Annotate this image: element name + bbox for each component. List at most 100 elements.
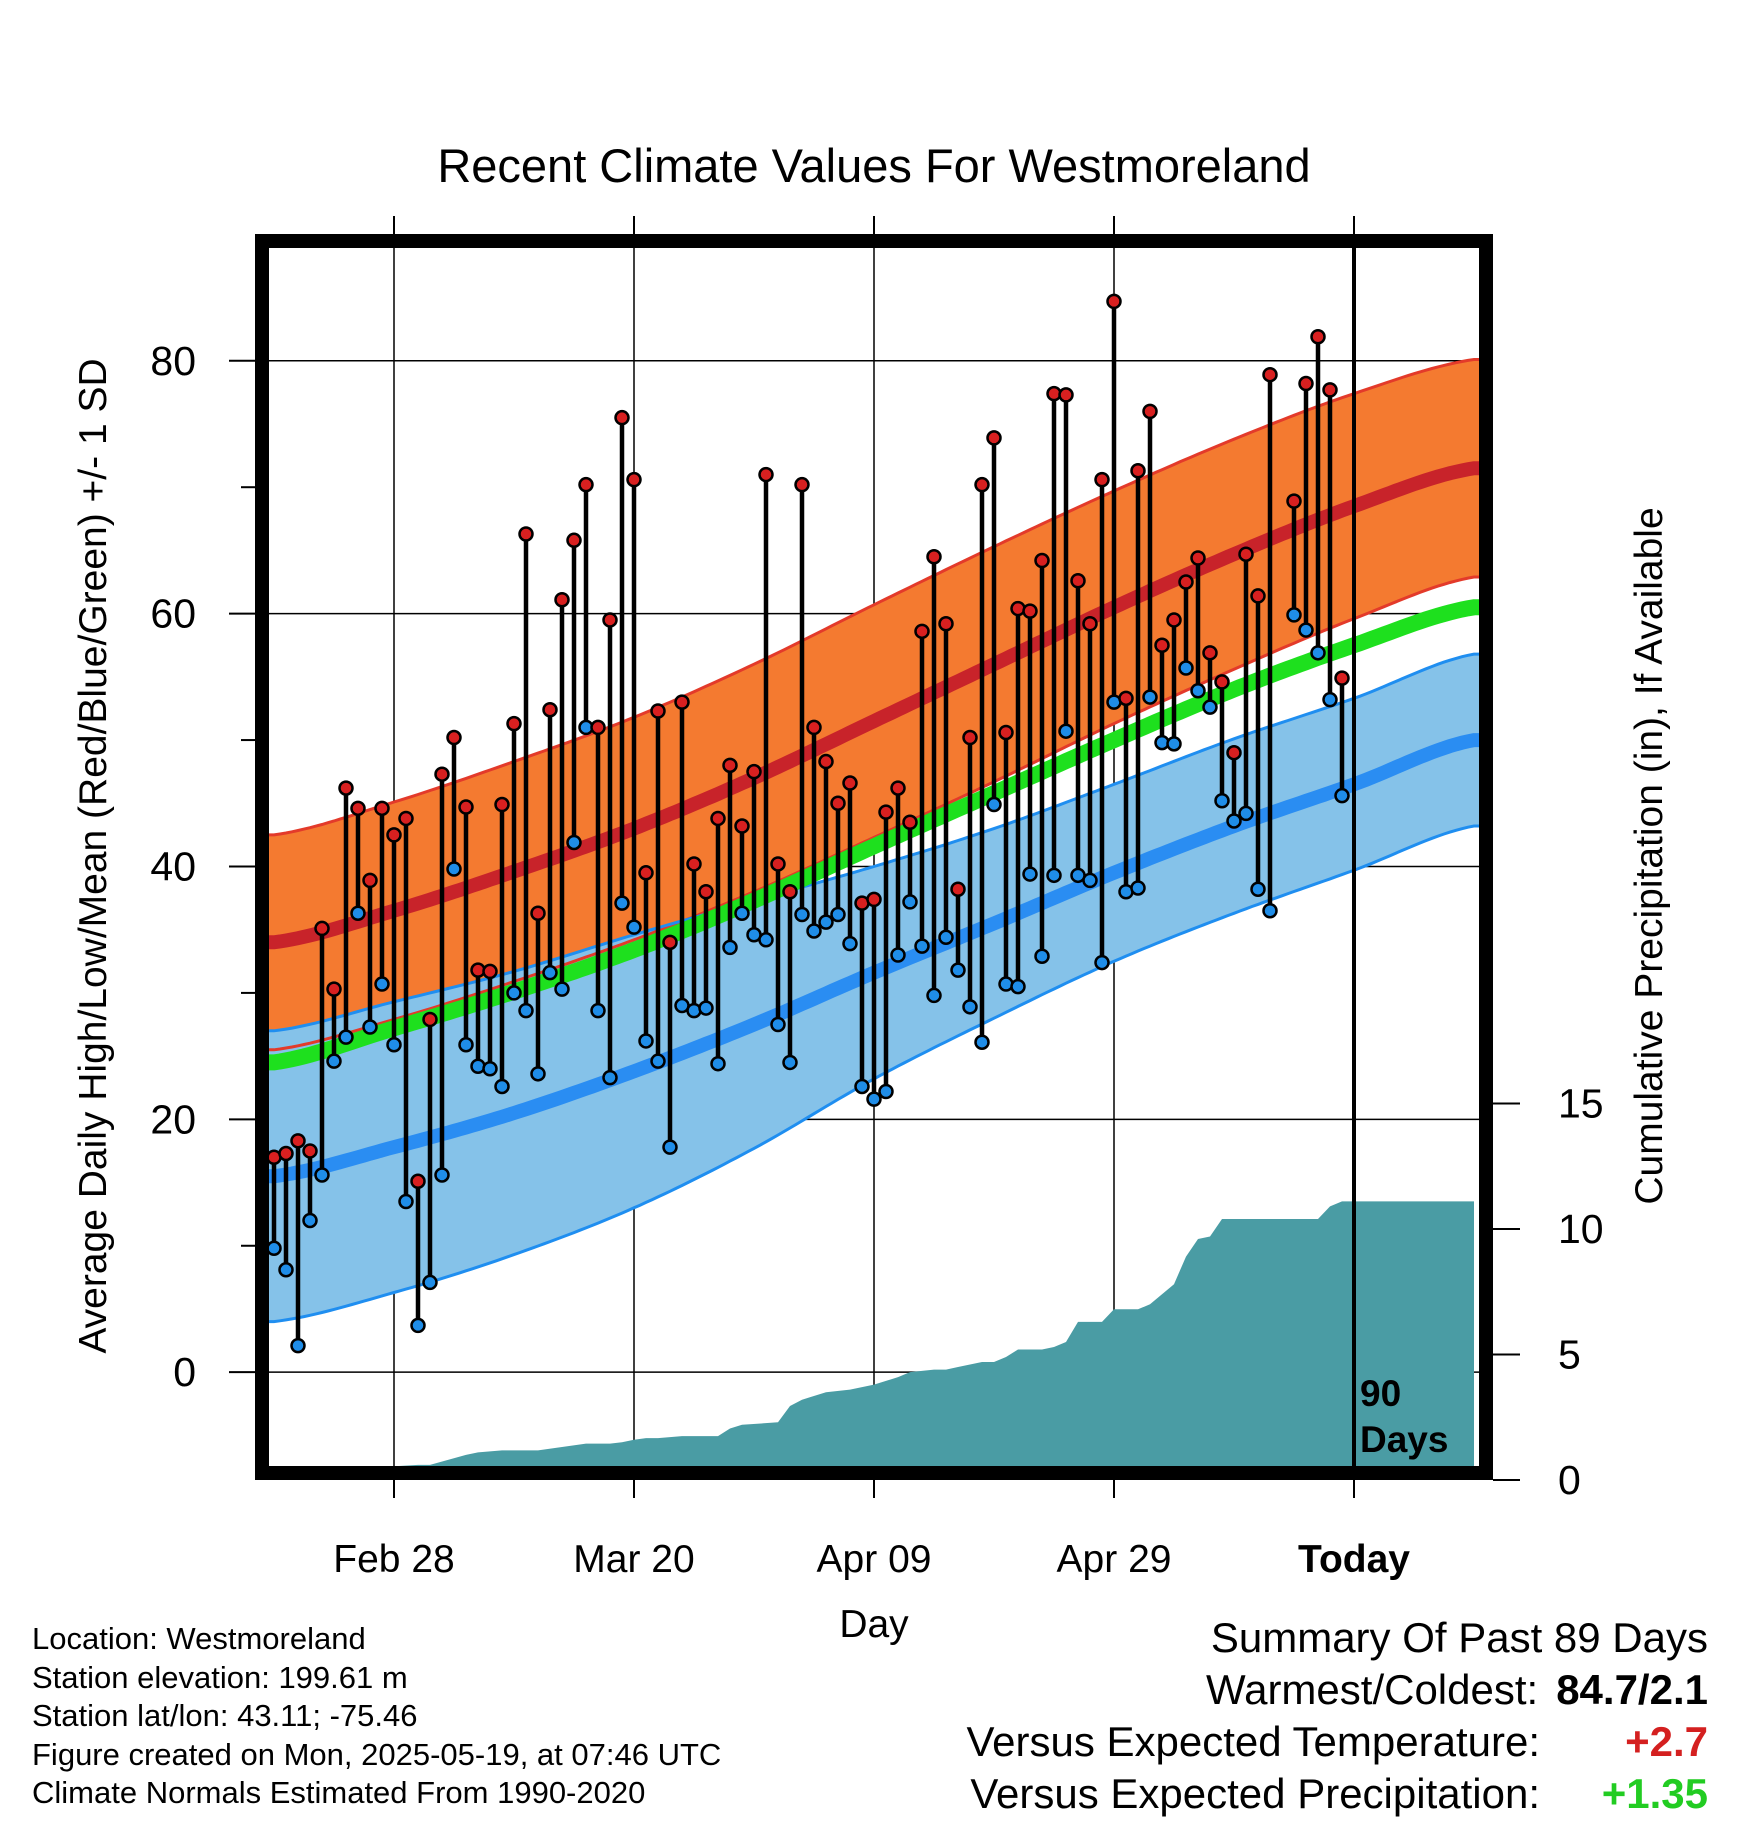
high-point [698, 884, 714, 900]
x-axis-label: Day [839, 1603, 909, 1646]
high-point [362, 872, 378, 889]
low-point [410, 1317, 426, 1334]
low-point [854, 1078, 870, 1095]
high-point [1154, 637, 1170, 653]
temperature-departure-value: +2.7 [1625, 1718, 1708, 1765]
high-point [842, 775, 858, 791]
high-point [290, 1133, 306, 1149]
low-point [1178, 660, 1194, 676]
y2-axis-label: Cumulative Precipitation (in), If Availa… [1628, 507, 1671, 1204]
high-point [278, 1145, 294, 1162]
low-point [950, 962, 966, 978]
high-point [1286, 493, 1302, 509]
low-point [758, 932, 774, 948]
high-point [662, 934, 678, 951]
high-point [398, 810, 414, 827]
low-point [542, 964, 558, 981]
low-point [638, 1033, 654, 1049]
high-point [1298, 375, 1314, 392]
y2-tick-label: 10 [1558, 1206, 1604, 1252]
high-point [302, 1143, 318, 1159]
low-point [1010, 978, 1026, 995]
high-point [614, 409, 630, 426]
low-point [602, 1069, 618, 1086]
high-point [422, 1011, 438, 1028]
low-point [842, 935, 858, 952]
low-point [290, 1337, 306, 1354]
low-point [1034, 948, 1050, 964]
high-point [554, 591, 570, 608]
high-point [890, 780, 906, 796]
high-point [338, 780, 354, 796]
normals-text: Climate Normals Estimated From 1990-2020 [32, 1775, 646, 1810]
today-days-number: 90 [1360, 1373, 1401, 1414]
temperature-departure-row: Versus Expected Temperature: +2.7 [966, 1716, 1708, 1768]
low-point [350, 905, 366, 922]
low-point [434, 1167, 450, 1183]
daily-range-stems [271, 301, 1345, 1346]
low-point [1094, 954, 1110, 971]
created-text: Figure created on Mon, 2025-05-19, at 07… [32, 1736, 722, 1772]
y2-tick-label: 15 [1558, 1081, 1604, 1127]
precipitation-departure-row: Versus Expected Precipitation: +1.35 [966, 1768, 1708, 1820]
high-point [686, 856, 702, 872]
low-point [1214, 792, 1230, 809]
high-point [962, 729, 978, 746]
warmest-coldest-label: Warmest/Coldest: [1206, 1666, 1539, 1713]
y2-tick-label: 0 [1558, 1457, 1581, 1503]
high-point [1070, 573, 1086, 589]
low-point [1322, 691, 1338, 708]
low-point [398, 1193, 414, 1210]
today-days-word: Days [1360, 1419, 1448, 1460]
high-point [1094, 471, 1110, 488]
high-point [578, 476, 594, 493]
low-point [734, 905, 750, 922]
high-point [542, 701, 558, 718]
high-point [1058, 387, 1074, 403]
low-point [1202, 699, 1218, 715]
low-point [1166, 736, 1182, 752]
normal-mean-line [268, 599, 1480, 1071]
high-point [626, 471, 642, 488]
normal-high-band [268, 359, 1480, 1050]
high-point [746, 763, 762, 780]
low-point [662, 1139, 678, 1155]
high-point [1190, 550, 1206, 566]
low-point [1286, 607, 1302, 623]
high-point [566, 532, 582, 549]
summary-heading: Summary Of Past 89 Days [1210, 1614, 1708, 1661]
low-point [314, 1167, 330, 1183]
normal-high-upper-edge [268, 358, 1480, 837]
high-point [806, 719, 822, 736]
high-point [374, 800, 390, 817]
daily-points [268, 293, 1350, 1354]
low-point [1310, 645, 1326, 661]
low-point [650, 1053, 666, 1069]
high-point [410, 1173, 426, 1190]
summary-panel: Summary Of Past 89 Days Warmest/Coldest:… [966, 1612, 1708, 1820]
low-point [626, 919, 642, 935]
y-axis-label: Average Daily High/Low/Mean (Red/Blue/Gr… [72, 358, 115, 1353]
y-tick-label: 20 [150, 1096, 196, 1142]
low-point [938, 929, 954, 946]
high-point [494, 796, 510, 813]
precipitation-area [274, 1201, 1474, 1467]
normal-high-line [268, 461, 1480, 950]
low-point [818, 914, 834, 930]
high-point [1118, 690, 1134, 707]
high-point [986, 430, 1002, 446]
low-point [1298, 622, 1314, 638]
high-point [530, 905, 546, 922]
high-point [1166, 612, 1182, 628]
low-point [962, 999, 978, 1015]
high-point [650, 703, 666, 719]
high-point [602, 612, 618, 628]
low-point [566, 834, 582, 851]
high-point [1202, 645, 1218, 661]
low-point [446, 861, 462, 877]
low-point [878, 1083, 894, 1100]
low-point [902, 894, 918, 910]
high-point [794, 476, 810, 493]
low-point [386, 1036, 402, 1053]
y-tick-label: 0 [173, 1349, 196, 1395]
